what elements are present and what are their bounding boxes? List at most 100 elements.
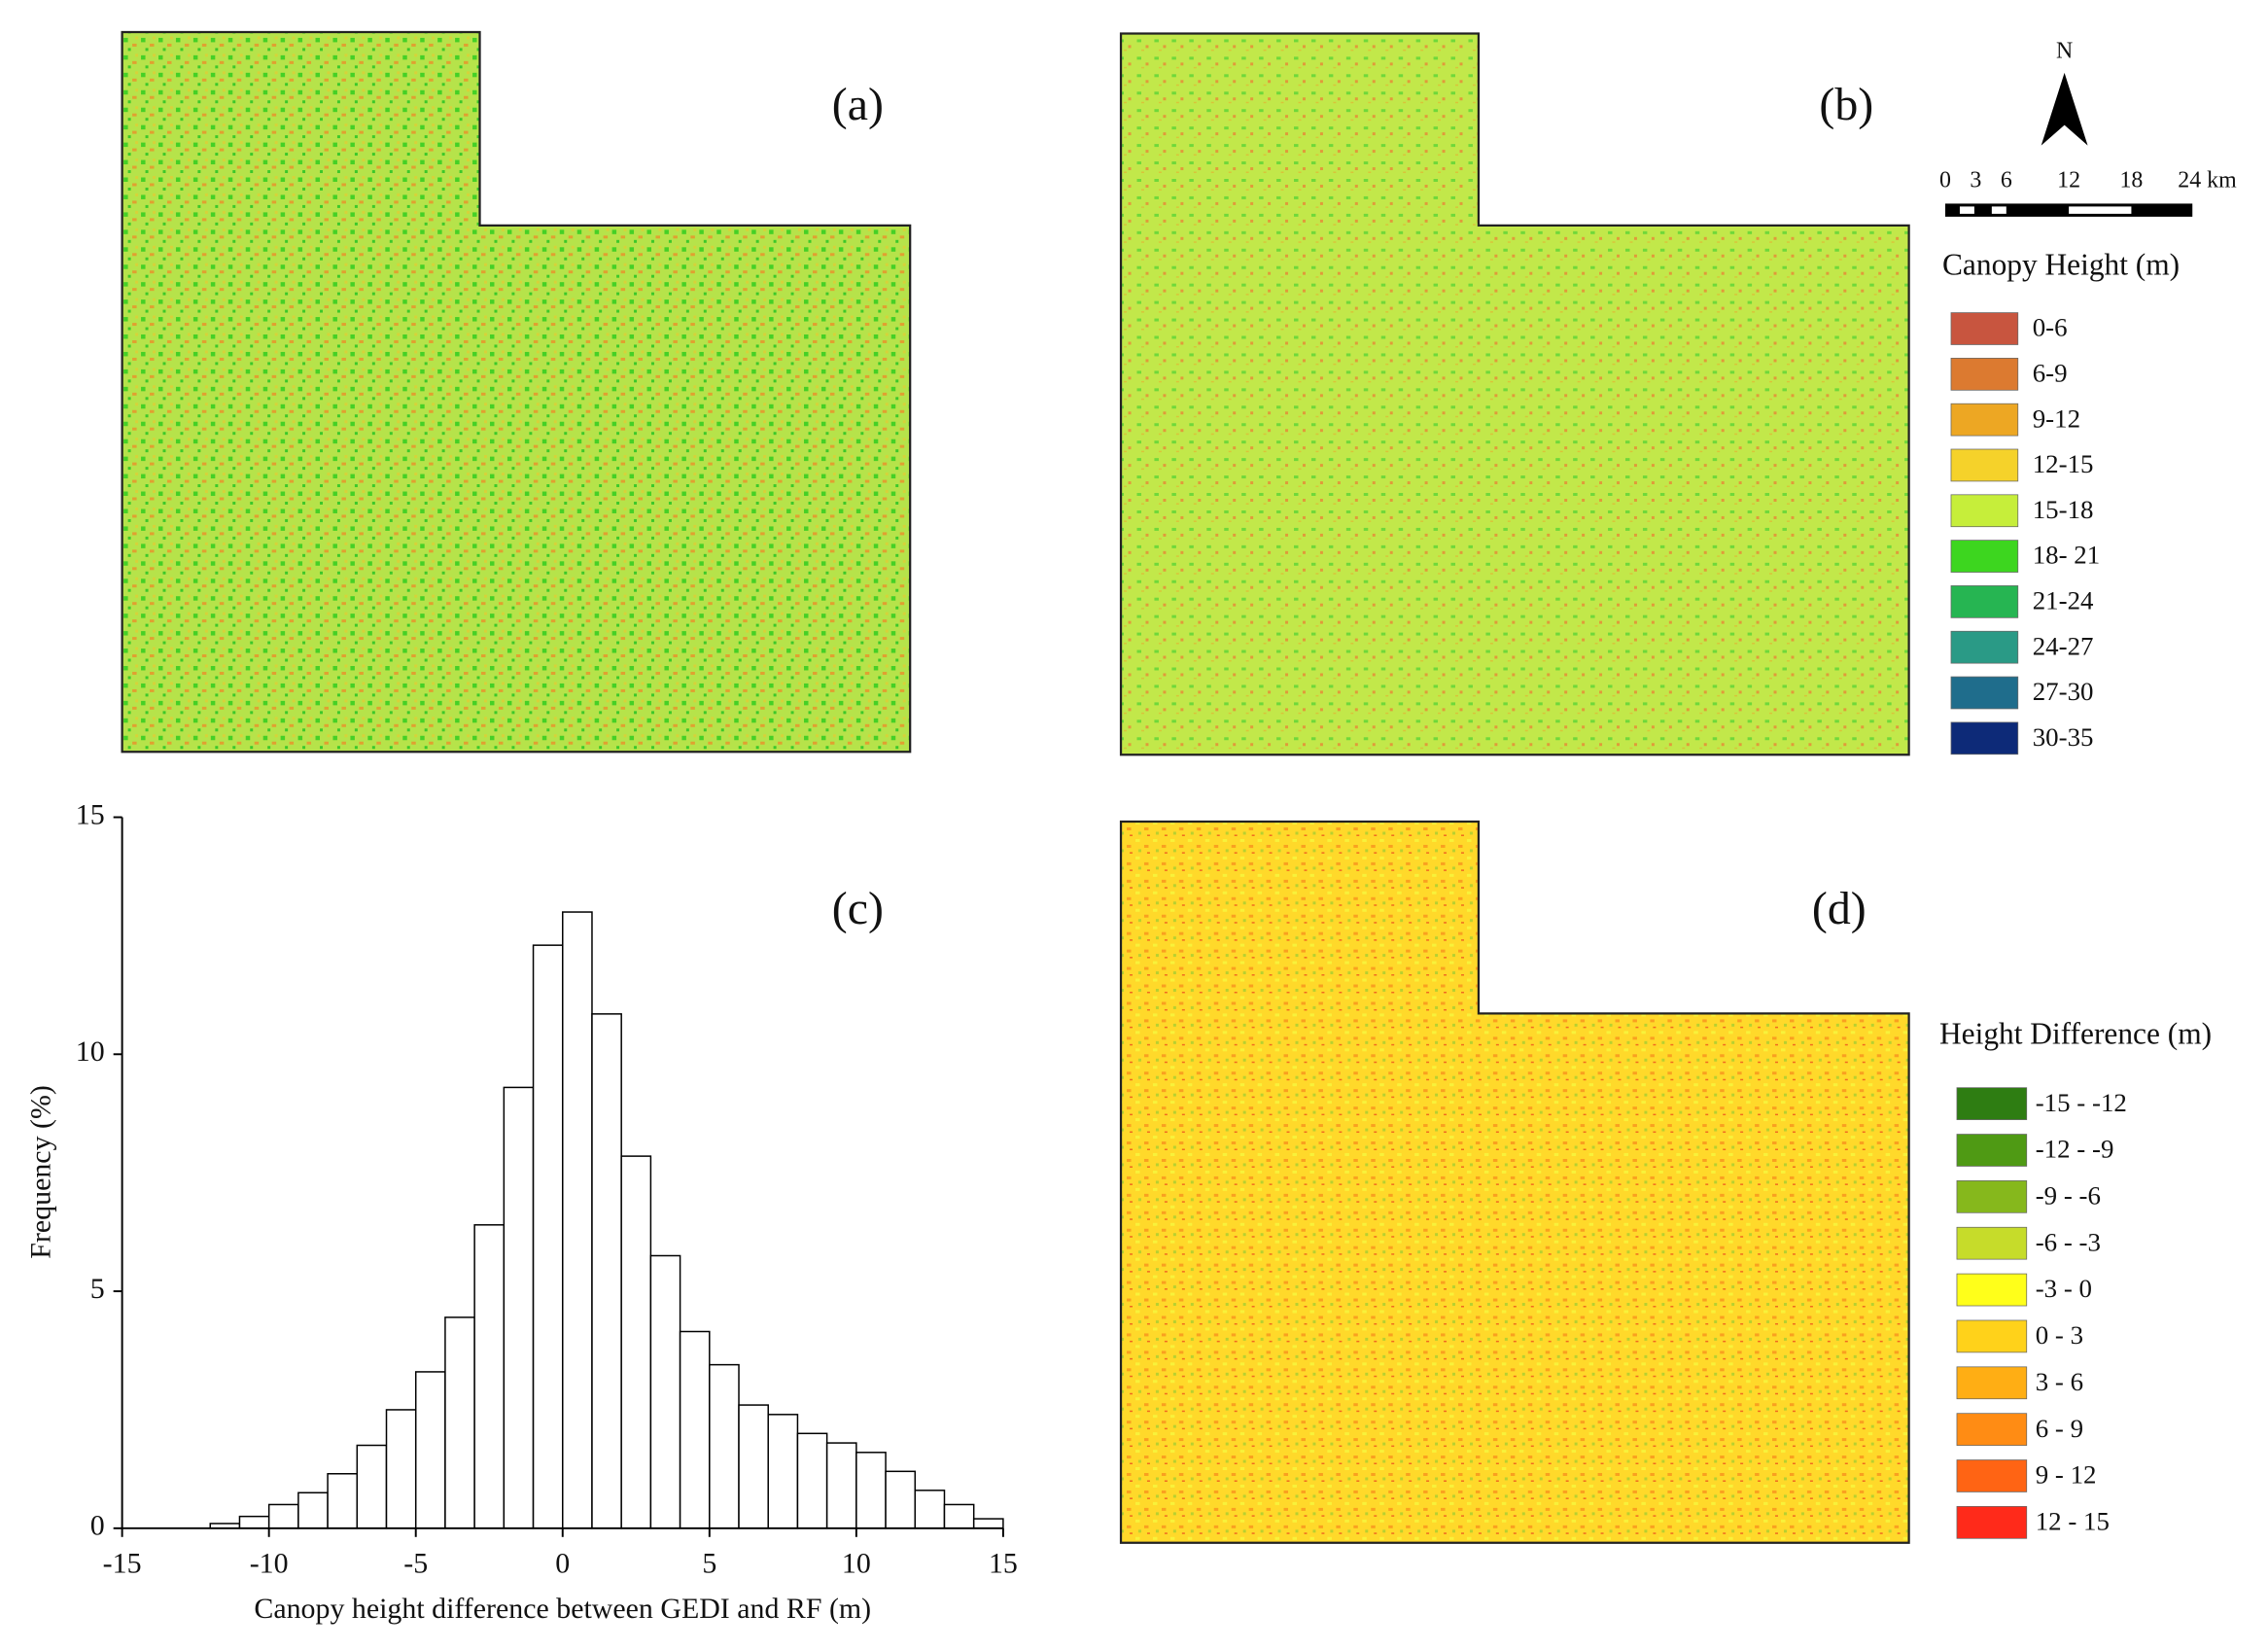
legend-swatch <box>1950 448 2019 482</box>
x-tick-label: 15 <box>989 1548 1018 1580</box>
legend-swatch <box>1956 1273 2028 1307</box>
legend-swatch <box>1950 494 2019 528</box>
bar <box>297 1491 329 1529</box>
panel-label: (d) <box>1812 883 1867 934</box>
scale-label: 0 <box>1939 167 1951 193</box>
legend-swatch <box>1956 1226 2028 1260</box>
legend-label: -6 - -3 <box>2036 1227 2101 1256</box>
bar <box>885 1470 917 1529</box>
legend-label: 9 - 12 <box>2036 1460 2097 1490</box>
legend-label: 15-18 <box>2033 495 2094 524</box>
legend-label: 0 - 3 <box>2036 1320 2083 1350</box>
legend-swatch <box>1950 540 2019 573</box>
bar <box>796 1432 828 1529</box>
bar <box>914 1490 946 1529</box>
legend-swatch <box>1956 1180 2028 1213</box>
legend-label: 24-27 <box>2033 631 2094 660</box>
bar <box>532 944 564 1529</box>
north-label: N <box>2056 38 2073 63</box>
scale-label: 24 km <box>2178 167 2237 193</box>
x-axis-label: Canopy height difference between GEDI an… <box>254 1593 871 1625</box>
x-tick-label: 10 <box>842 1548 871 1580</box>
bar <box>591 1013 622 1529</box>
bar <box>738 1404 769 1529</box>
legend-swatch <box>1956 1087 2028 1120</box>
bar <box>267 1503 299 1529</box>
legend-label: -15 - -12 <box>2036 1088 2127 1117</box>
bar <box>825 1442 857 1529</box>
bar <box>356 1444 388 1529</box>
bar <box>503 1086 535 1529</box>
legend-label: 30-35 <box>2033 722 2094 752</box>
legend-title: Canopy Height (m) <box>1942 247 2180 281</box>
legend-label: 6-9 <box>2033 359 2068 388</box>
panel-label: (c) <box>832 883 884 934</box>
x-tick-label: 0 <box>555 1548 570 1580</box>
y-tick-label: 15 <box>76 798 105 830</box>
legend-label: 6 - 9 <box>2036 1414 2083 1443</box>
legend-label: 12 - 15 <box>2036 1507 2110 1536</box>
map-a <box>121 30 912 754</box>
panel-label: (a) <box>832 79 884 130</box>
bar <box>444 1316 475 1529</box>
legend-label: 9-12 <box>2033 403 2080 433</box>
legend-label: 27-30 <box>2033 677 2094 706</box>
y-tick-label: 10 <box>76 1035 105 1068</box>
scale-label: 12 <box>2057 167 2080 193</box>
scale-label: 18 <box>2119 167 2143 193</box>
scale-label: 3 <box>1970 167 1981 193</box>
legend-label: 12-15 <box>2033 449 2094 478</box>
legend-label: 18- 21 <box>2033 541 2101 570</box>
y-axis-label: Frequency (%) <box>25 1085 57 1259</box>
legend-swatch <box>1956 1134 2028 1167</box>
bar <box>943 1503 975 1529</box>
y-tick-label: 5 <box>90 1273 105 1305</box>
legend-label: -9 - -6 <box>2036 1181 2101 1210</box>
map-b <box>1119 32 1910 756</box>
y-tick-label: 0 <box>90 1510 105 1542</box>
x-tick-label: -10 <box>250 1548 289 1580</box>
bar <box>767 1414 799 1529</box>
legend-swatch <box>1950 676 2019 710</box>
bar <box>972 1518 1004 1529</box>
legend-swatch <box>1956 1366 2028 1400</box>
bar <box>473 1224 506 1529</box>
legend-swatch <box>1956 1459 2028 1492</box>
legend-swatch <box>1950 312 2019 345</box>
legend-title: Height Difference (m) <box>1939 1017 2212 1051</box>
x-tick-label: 5 <box>702 1548 716 1580</box>
bar <box>649 1254 681 1529</box>
legend-swatch <box>1950 721 2019 755</box>
legend-label: -12 - -9 <box>2036 1135 2114 1164</box>
legend-swatch <box>1950 358 2019 391</box>
scale-bar <box>1944 203 2193 217</box>
north-arrow <box>2041 72 2088 146</box>
map-d <box>1119 820 1910 1544</box>
legend-label: 0-6 <box>2033 313 2068 342</box>
x-tick-label: -15 <box>103 1548 142 1580</box>
legend-swatch <box>1950 403 2019 437</box>
legend-label: 3 - 6 <box>2036 1367 2083 1396</box>
x-tick-label: -5 <box>403 1548 428 1580</box>
bar <box>562 911 593 1529</box>
bar <box>620 1155 652 1529</box>
legend-label: 21-24 <box>2033 586 2094 615</box>
legend-swatch <box>1956 1413 2028 1446</box>
bar <box>238 1515 270 1529</box>
legend-swatch <box>1956 1319 2028 1353</box>
legend-swatch <box>1956 1506 2028 1539</box>
bar <box>385 1409 417 1529</box>
panel-label: (b) <box>1819 79 1873 130</box>
legend-label: -3 - 0 <box>2036 1274 2092 1303</box>
bar <box>679 1330 711 1529</box>
legend-swatch <box>1950 630 2019 664</box>
bar <box>414 1371 446 1529</box>
bar <box>327 1473 359 1529</box>
bar <box>855 1452 887 1529</box>
scale-label: 6 <box>2001 167 2012 193</box>
bar <box>709 1363 740 1529</box>
legend-swatch <box>1950 585 2019 618</box>
